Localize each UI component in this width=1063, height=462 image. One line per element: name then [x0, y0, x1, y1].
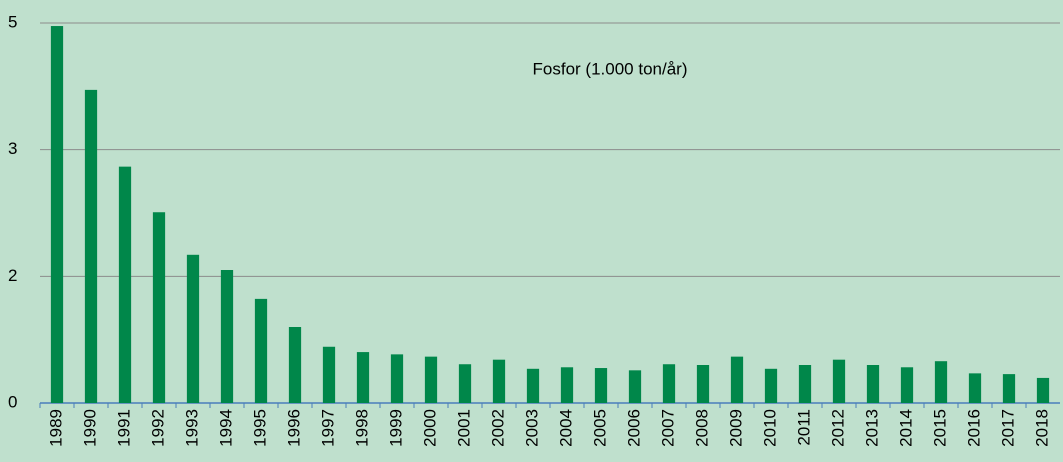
bar [696, 365, 710, 403]
bar [730, 356, 744, 403]
bar [560, 367, 574, 403]
x-tick-label: 2018 [1032, 409, 1051, 447]
bar [968, 373, 982, 403]
bar [288, 327, 302, 403]
x-tick-label: 2015 [930, 409, 949, 447]
x-tick-label: 2006 [624, 409, 643, 447]
bar [594, 368, 608, 403]
x-tick-label: 1997 [318, 409, 337, 447]
x-tick-label: 1989 [46, 409, 65, 447]
x-tick-label: 2009 [726, 409, 745, 447]
x-tick-label: 1992 [148, 409, 167, 447]
x-tick-label: 2003 [522, 409, 541, 447]
bar [866, 365, 880, 403]
x-tick-label: 2014 [896, 409, 915, 447]
x-tick-label: 2002 [488, 409, 507, 447]
bar [254, 298, 268, 403]
bar [118, 166, 132, 403]
bar [220, 270, 234, 403]
bar [900, 367, 914, 403]
bar [390, 354, 404, 403]
bar [50, 26, 64, 403]
bar [798, 365, 812, 403]
x-tick-label: 1999 [386, 409, 405, 447]
x-tick-label: 1993 [182, 409, 201, 447]
x-tick-label: 2005 [590, 409, 609, 447]
bar [186, 254, 200, 403]
bar [322, 346, 336, 403]
x-tick-label: 2010 [760, 409, 779, 447]
x-tick-label: 2000 [420, 409, 439, 447]
x-tick-label: 1991 [114, 409, 133, 447]
x-tick-label: 2001 [454, 409, 473, 447]
bar [662, 364, 676, 403]
y-tick-label: 0 [8, 392, 17, 411]
x-tick-label: 2012 [828, 409, 847, 447]
bar [628, 370, 642, 403]
x-tick-label: 2008 [692, 409, 711, 447]
x-tick-label: 2007 [658, 409, 677, 447]
bar [764, 368, 778, 403]
bar [356, 352, 370, 403]
bar [152, 212, 166, 403]
bar [1002, 374, 1016, 403]
x-tick-label: 2011 [794, 409, 813, 446]
bar [492, 359, 506, 403]
x-tick-label: 2004 [556, 409, 575, 447]
x-tick-label: 2017 [998, 409, 1017, 447]
y-tick-label: 2 [8, 266, 17, 285]
x-tick-label: 2013 [862, 409, 881, 447]
y-tick-label: 5 [8, 12, 17, 31]
y-tick-label: 3 [8, 139, 17, 158]
bar [1036, 377, 1050, 403]
bar [424, 356, 438, 403]
bar [832, 359, 846, 403]
x-tick-label: 1994 [216, 409, 235, 447]
x-tick-label: 1998 [352, 409, 371, 447]
x-tick-label: 1995 [250, 409, 269, 447]
x-tick-label: 2016 [964, 409, 983, 447]
bar [84, 89, 98, 403]
x-tick-label: 1996 [284, 409, 303, 447]
bar [934, 361, 948, 403]
x-tick-label: 1990 [80, 409, 99, 447]
annotation: Fosfor (1.000 ton/år) [533, 59, 688, 78]
bar [458, 364, 472, 403]
bar [526, 368, 540, 403]
